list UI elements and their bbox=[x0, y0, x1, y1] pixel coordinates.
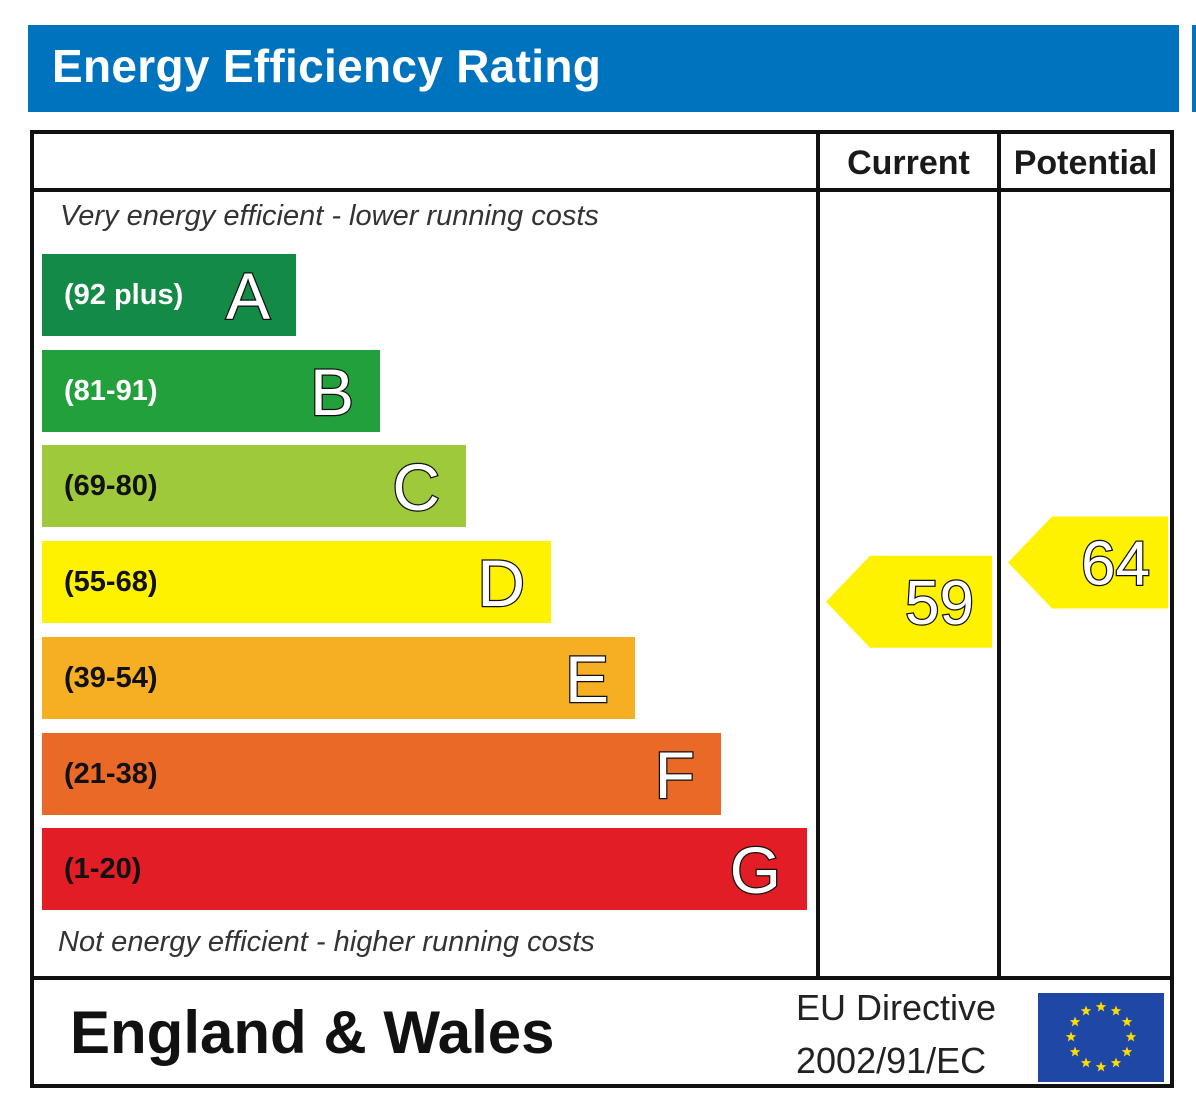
band-letter: C bbox=[391, 449, 441, 526]
region-label: England & Wales bbox=[70, 999, 555, 1066]
potential-rating-value: 64 bbox=[1081, 529, 1150, 598]
eu-star-icon bbox=[1121, 1016, 1133, 1027]
band-c: (69-80) C bbox=[42, 445, 466, 528]
current-rating-pointer bbox=[826, 555, 992, 648]
directive-line-2: 2002/91/EC bbox=[796, 1040, 987, 1081]
band-range-label: (39-54) bbox=[64, 661, 158, 694]
eu-star-icon bbox=[1095, 1001, 1107, 1012]
edge-banner-fragment bbox=[1192, 25, 1196, 112]
current-column-header: Current bbox=[847, 144, 970, 182]
band-b: (81-91) B bbox=[42, 349, 380, 432]
eu-star-icon bbox=[1065, 1031, 1077, 1042]
header-row-divider bbox=[30, 188, 1174, 192]
band-letter: A bbox=[225, 258, 272, 335]
band-g: (1-20) G bbox=[42, 828, 807, 911]
band-e: (39-54) E bbox=[42, 636, 635, 719]
eu-star-icon bbox=[1069, 1016, 1081, 1027]
band-letter: G bbox=[728, 832, 782, 909]
potential-column-header: Potential bbox=[1013, 144, 1158, 182]
footer-row-divider bbox=[30, 976, 1174, 980]
eu-star-icon bbox=[1080, 1057, 1092, 1068]
band-letter: F bbox=[653, 736, 696, 813]
column-divider-right bbox=[997, 130, 1001, 980]
eu-star-icon bbox=[1121, 1046, 1133, 1057]
potential-rating-pointer bbox=[1008, 516, 1168, 609]
eu-flag-icon bbox=[1038, 993, 1164, 1082]
band-range-label: (21-38) bbox=[64, 757, 158, 790]
band-range-label: (92 plus) bbox=[64, 279, 184, 311]
band-d: (55-68) D bbox=[42, 541, 551, 624]
header-banner: Energy Efficiency Rating bbox=[28, 25, 1179, 112]
band-letter: E bbox=[564, 641, 611, 718]
band-a: (92 plus) A bbox=[42, 254, 296, 336]
band-letter: D bbox=[476, 545, 526, 622]
current-rating-value: 59 bbox=[905, 569, 974, 638]
eu-star-icon bbox=[1095, 1061, 1107, 1072]
inefficient-caption: Not energy efficient - higher running co… bbox=[58, 926, 595, 958]
directive-line-1: EU Directive bbox=[796, 987, 997, 1028]
band-range-label: (81-91) bbox=[64, 374, 158, 407]
band-f: (21-38) F bbox=[42, 732, 721, 815]
band-range-label: (1-20) bbox=[64, 853, 142, 886]
band-range-label: (55-68) bbox=[64, 566, 158, 599]
page-title: Energy Efficiency Rating bbox=[52, 40, 602, 92]
rating-chart-frame bbox=[30, 130, 1174, 1088]
band-letter: B bbox=[309, 353, 356, 430]
eu-star-icon bbox=[1069, 1046, 1081, 1057]
band-range-label: (69-80) bbox=[64, 470, 158, 503]
eu-star-icon bbox=[1125, 1031, 1137, 1042]
eu-star-icon bbox=[1110, 1057, 1122, 1068]
efficient-caption: Very energy efficient - lower running co… bbox=[60, 200, 599, 232]
eu-star-icon bbox=[1080, 1005, 1092, 1016]
eu-star-icon bbox=[1110, 1005, 1122, 1016]
eu-stars-icon bbox=[1065, 1001, 1137, 1072]
column-divider-left bbox=[816, 130, 820, 980]
